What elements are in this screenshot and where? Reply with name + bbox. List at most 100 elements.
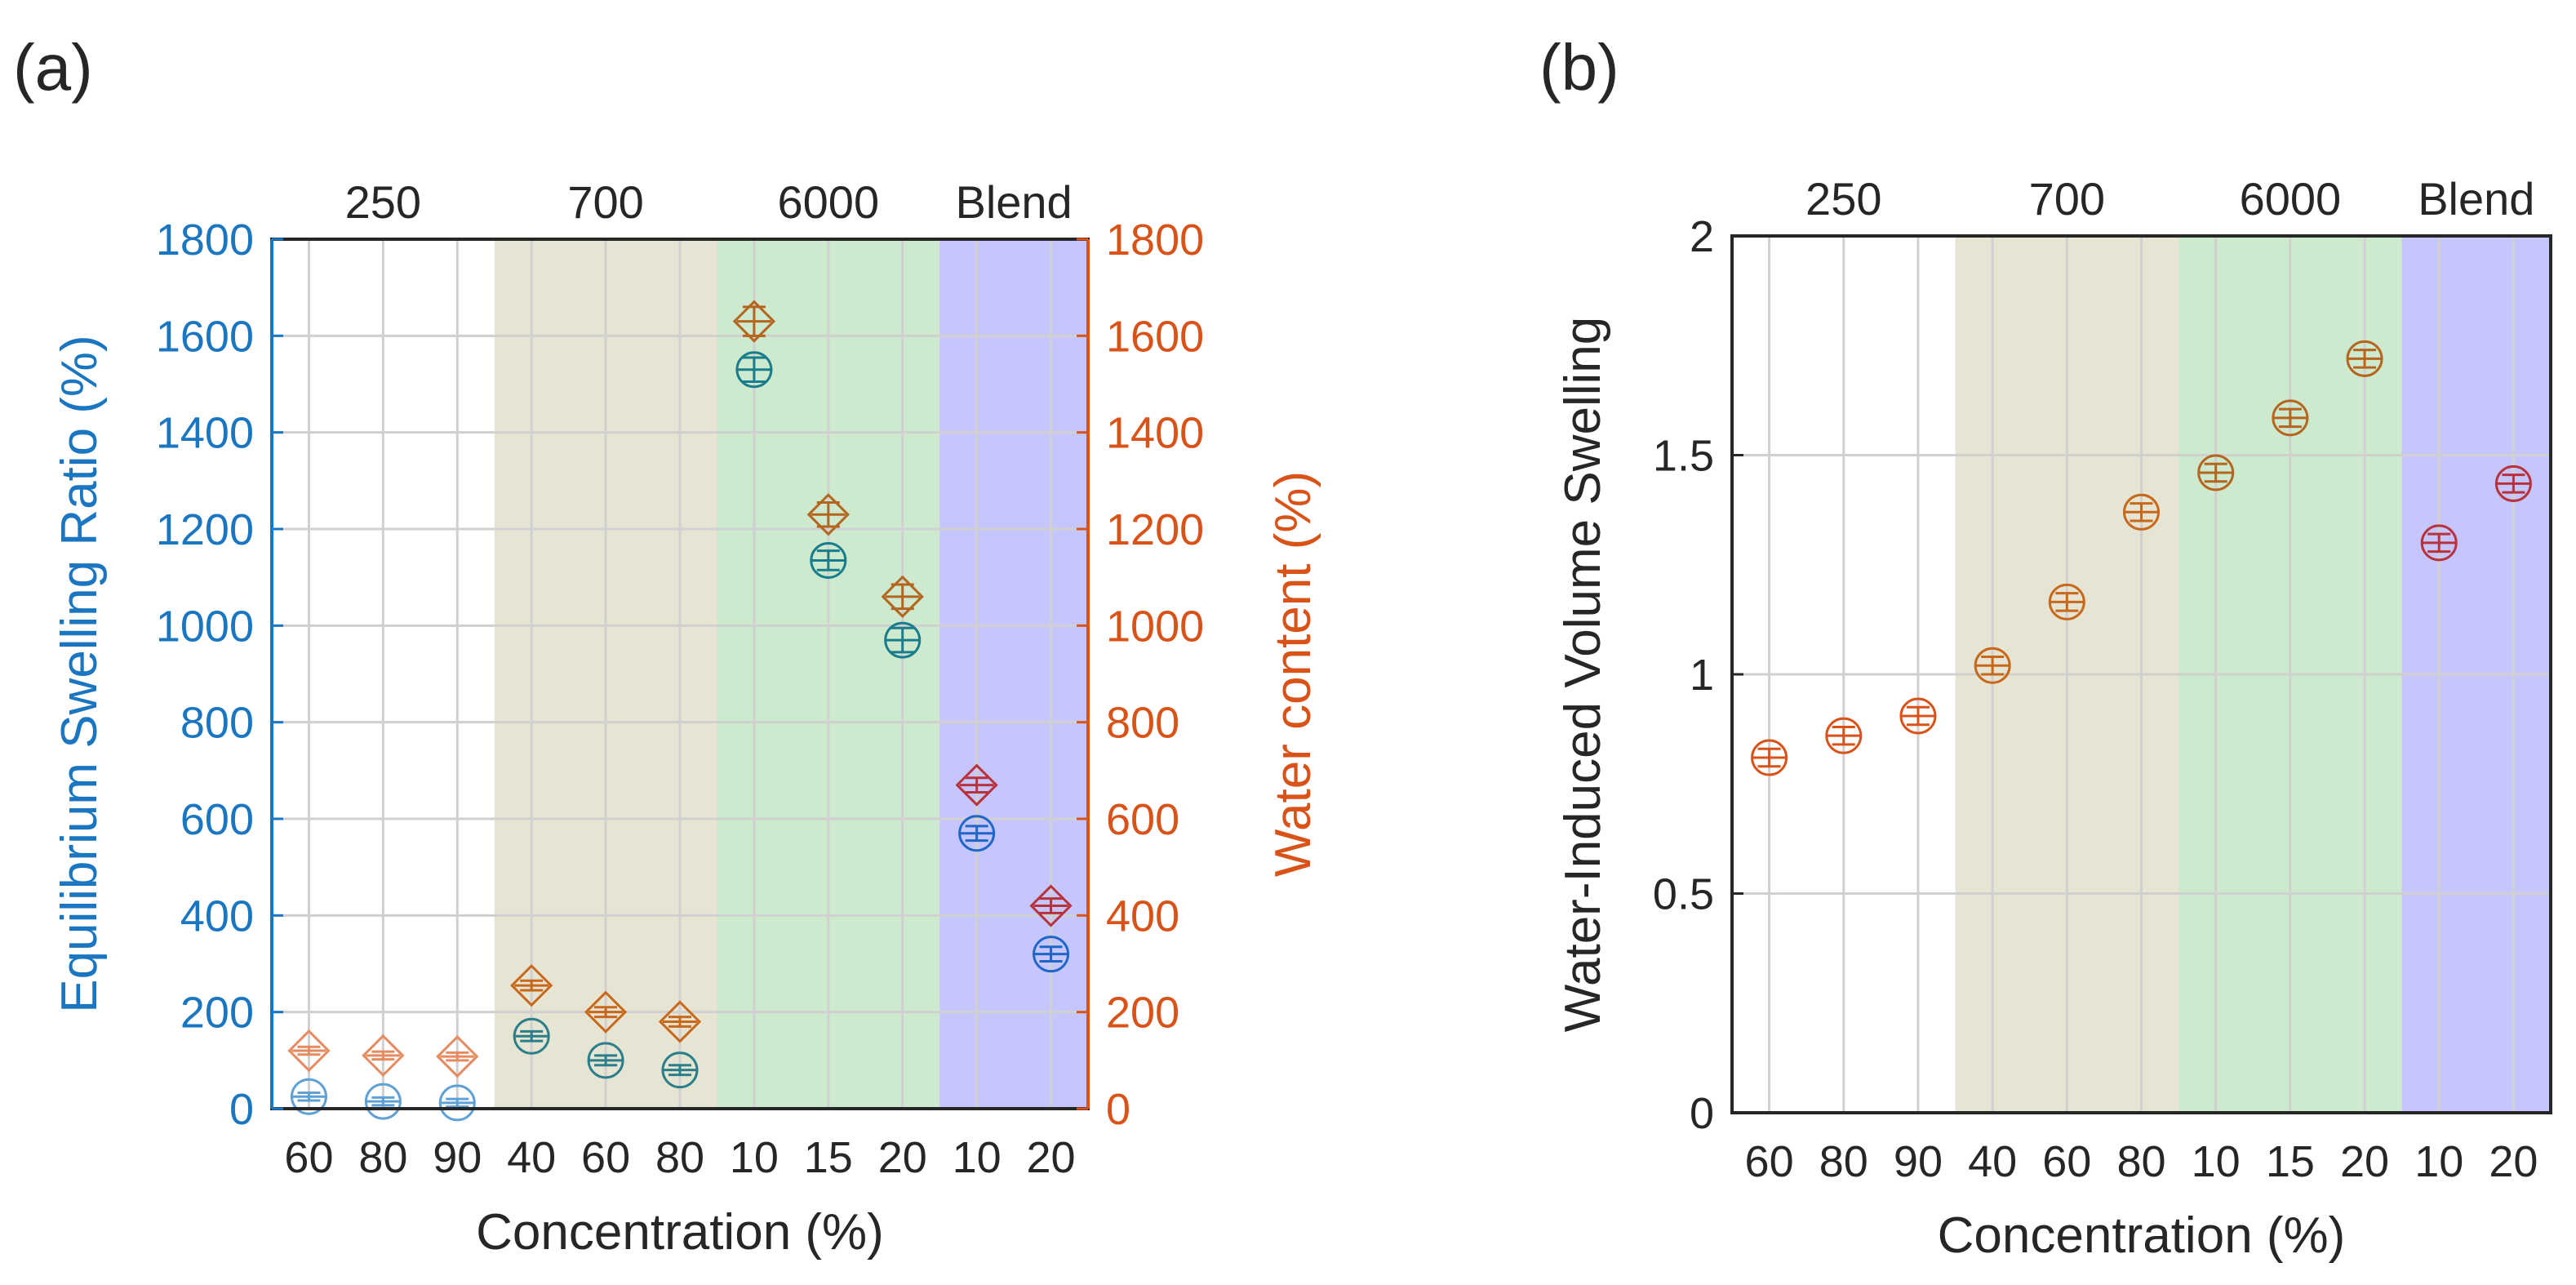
left-y-tick-label: 1200 — [156, 505, 254, 554]
x-tick-label: 80 — [358, 1133, 407, 1182]
diamond-point — [1029, 884, 1073, 927]
group-label-6000: 6000 — [2240, 173, 2342, 225]
x-tick-label: 10 — [2192, 1137, 2241, 1186]
x-tick-label: 60 — [2042, 1137, 2091, 1186]
x-tick-label: 15 — [2266, 1137, 2315, 1186]
group-label-700: 700 — [567, 176, 643, 228]
circle-point — [587, 1042, 624, 1079]
x-tick-label: 40 — [507, 1133, 556, 1182]
right-y-tick-label: 400 — [1106, 891, 1179, 940]
x-tick-label: 20 — [1027, 1133, 1076, 1182]
x-tick-label: 10 — [953, 1133, 1002, 1182]
panel-a-data-points — [287, 300, 1073, 1122]
panel-a-chart: 0 200 400 600 800 1000 1200 1400 1600 1800 0 200 40… — [13, 31, 1321, 1261]
left-y-tick-label: 200 — [180, 989, 254, 1038]
diamond-marker — [806, 493, 850, 536]
x-tick-label: 80 — [2116, 1137, 2165, 1186]
diamond-marker — [287, 1029, 331, 1073]
x-tick-label: 90 — [1894, 1137, 1943, 1186]
x-tick-label: 80 — [1819, 1137, 1868, 1186]
panel-b-y-axis-title: Water-Induced Volume Swelling — [1555, 317, 1611, 1032]
x-tick-label: 20 — [2340, 1137, 2389, 1186]
x-tick-label: 90 — [433, 1133, 482, 1182]
circle-point — [2420, 524, 2458, 562]
y-tick-label: 0 — [1690, 1089, 1714, 1138]
circle-point — [810, 541, 847, 579]
panel-b-x-axis-title: Concentration (%) — [1938, 1207, 2346, 1264]
right-y-tick-label: 1400 — [1106, 409, 1204, 458]
diamond-point — [436, 1034, 479, 1078]
y-tick-label: 1.5 — [1653, 432, 1714, 481]
circle-point — [1974, 647, 2011, 684]
right-y-tick-label: 0 — [1106, 1085, 1130, 1134]
panel-b-y-ticks: 0 0.5 1 1.5 2 — [1653, 212, 1743, 1138]
circle-point — [438, 1084, 476, 1122]
panel-a-left-y-axis-title: Equilibrium Swelling Ratio (%) — [51, 335, 108, 1012]
y-tick-label: 0.5 — [1653, 870, 1714, 919]
diamond-point — [584, 990, 628, 1034]
x-tick-label: 40 — [1968, 1137, 2017, 1186]
diamond-marker — [955, 763, 998, 807]
x-tick-label: 60 — [581, 1133, 630, 1182]
diamond-marker — [881, 575, 924, 618]
diamond-point — [287, 1029, 331, 1073]
left-y-tick-label: 1600 — [156, 312, 254, 361]
right-y-tick-label: 1000 — [1106, 602, 1204, 651]
diamond-point — [658, 1000, 702, 1043]
group-label-blend: Blend — [2418, 173, 2534, 225]
circle-point — [958, 815, 996, 852]
diamond-marker — [658, 1000, 702, 1043]
circle-point — [364, 1083, 402, 1120]
x-tick-label: 20 — [878, 1133, 927, 1182]
left-y-tick-label: 1400 — [156, 409, 254, 458]
diamond-marker — [1029, 884, 1073, 927]
x-tick-label: 80 — [655, 1133, 704, 1182]
right-y-tick-label: 1600 — [1106, 312, 1204, 361]
panel-b-group-labels: 250 700 6000 Blend — [1805, 173, 2534, 225]
diamond-point — [362, 1034, 405, 1078]
panel-b-data-points — [1751, 340, 2532, 776]
circle-point — [884, 621, 922, 659]
circle-point — [290, 1078, 327, 1115]
left-y-tick-label: 1800 — [156, 216, 254, 265]
circle-point — [735, 351, 773, 389]
right-y-tick-label: 200 — [1106, 989, 1179, 1038]
right-y-tick-label: 600 — [1106, 795, 1179, 844]
group-label-6000: 6000 — [778, 176, 880, 228]
circle-point — [1033, 936, 1070, 973]
y-tick-label: 2 — [1690, 212, 1714, 261]
right-y-tick-label: 1800 — [1106, 216, 1204, 265]
panel-a-right-y-axis-title: Water content (%) — [1265, 471, 1321, 877]
panel-b-grid — [1732, 234, 2551, 1114]
diamond-point — [732, 300, 776, 343]
circle-point — [1825, 717, 1863, 754]
circle-point — [2272, 399, 2309, 437]
circle-point — [1899, 697, 1937, 735]
x-tick-label: 60 — [1745, 1137, 1794, 1186]
group-band-blend — [939, 239, 1088, 1109]
panel-b-x-ticks: 60 80 90 40 60 80 10 15 20 10 20 — [1745, 1137, 2538, 1186]
circle-point — [2346, 340, 2383, 377]
x-tick-label: 10 — [730, 1133, 779, 1182]
diamond-marker — [436, 1034, 479, 1078]
diamond-point — [881, 575, 924, 618]
circle-point — [2494, 465, 2532, 502]
diamond-point — [806, 493, 850, 536]
circle-point — [2123, 493, 2160, 531]
circle-point — [1751, 739, 1788, 776]
left-y-tick-label: 0 — [229, 1085, 254, 1134]
right-y-tick-label: 1200 — [1106, 505, 1204, 554]
panel-a-x-ticks: 60 80 90 40 60 80 10 15 20 10 20 — [284, 1133, 1075, 1182]
panel-a-label: (a) — [13, 31, 93, 104]
y-tick-label: 1 — [1690, 651, 1714, 700]
group-label-250: 250 — [345, 176, 421, 228]
circle-point — [2048, 583, 2085, 620]
panel-a-left-y-ticks: 0 200 400 600 800 1000 1200 1400 1600 1800 — [156, 216, 283, 1134]
panel-a-x-axis-title: Concentration (%) — [476, 1204, 884, 1261]
right-y-tick-label: 800 — [1106, 699, 1179, 748]
panel-b-label: (b) — [1539, 31, 1619, 104]
panel-b-chart: 0 0.5 1 1.5 2 60 80 90 40 60 80 10 15 20 10 20 250 700 6… — [1539, 31, 2552, 1264]
diamond-marker — [362, 1034, 405, 1078]
x-tick-label: 15 — [804, 1133, 853, 1182]
